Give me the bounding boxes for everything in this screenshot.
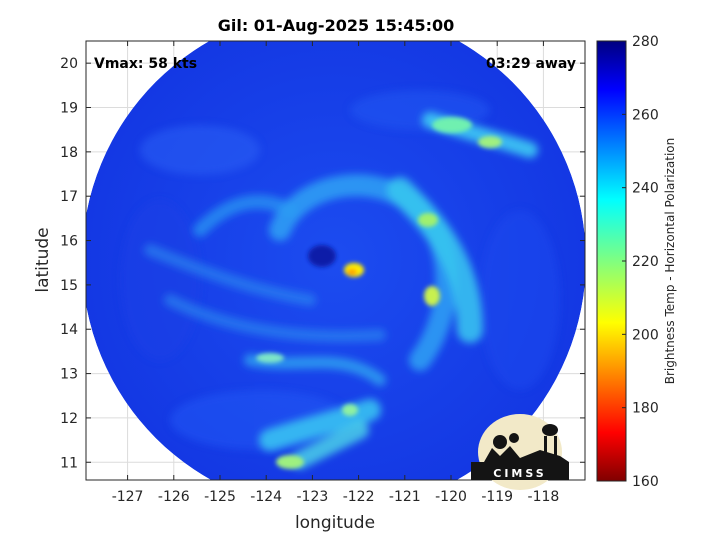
y-tick-label: 16 <box>60 234 78 250</box>
plot-title: Gil: 01-Aug-2025 15:45:00 <box>218 16 455 35</box>
x-tick-label: -124 <box>250 489 282 505</box>
x-tick-label: -127 <box>112 489 144 505</box>
y-axis-label: latitude <box>33 227 53 292</box>
x-tick-label: -126 <box>158 489 190 505</box>
y-tick-label: 13 <box>60 367 78 383</box>
vmax-label: Vmax: 58 kts <box>94 56 197 72</box>
x-axis-label: longitude <box>295 513 375 533</box>
colorbar-tick-label: 160 <box>632 474 659 490</box>
y-tick-label: 17 <box>60 189 78 205</box>
y-tick-label: 15 <box>60 278 78 294</box>
colorbar-tick-label: 180 <box>632 401 659 417</box>
satellite-swath <box>86 41 585 480</box>
colorbar-tick-label: 260 <box>632 107 659 123</box>
x-tick-label: -121 <box>389 489 421 505</box>
y-tick-label: 20 <box>60 56 78 72</box>
x-axis-ticks: -127 -126 -125 -124 -123 -122 -121 -120 -119 -118 <box>112 41 560 505</box>
colorbar-tick-label: 200 <box>632 327 659 343</box>
y-tick-label: 18 <box>60 145 78 161</box>
plot-frame <box>85 40 586 481</box>
x-tick-label: -118 <box>528 489 560 505</box>
colorbar-label: Brightness Temp - Horizontal Polarizatio… <box>663 138 677 385</box>
y-tick-label: 14 <box>60 322 78 338</box>
y-tick-label: 12 <box>60 411 78 427</box>
x-tick-label: -122 <box>343 489 375 505</box>
x-tick-label: -119 <box>481 489 513 505</box>
colorbar-ticks: 280 260 240 220 200 180 160 <box>622 34 659 490</box>
colorbar-gradient <box>596 40 627 482</box>
y-axis-ticks: 11 12 13 14 15 16 17 18 19 20 <box>60 56 585 471</box>
colorbar-tick-label: 220 <box>632 254 659 270</box>
logo-text: CIMSS <box>493 467 546 480</box>
x-tick-label: -123 <box>297 489 329 505</box>
cimss-logo: CIMSS <box>471 414 569 490</box>
colorbar-tick-label: 280 <box>632 34 659 50</box>
x-tick-label: -120 <box>435 489 467 505</box>
y-tick-label: 19 <box>60 101 78 117</box>
x-tick-label: -125 <box>204 489 236 505</box>
time-away-label: 03:29 away <box>486 56 576 72</box>
y-tick-label: 11 <box>60 455 78 471</box>
colorbar: 280 260 240 220 200 180 160 Brightness Temp - … <box>596 34 677 490</box>
colorbar-tick-label: 240 <box>632 181 659 197</box>
